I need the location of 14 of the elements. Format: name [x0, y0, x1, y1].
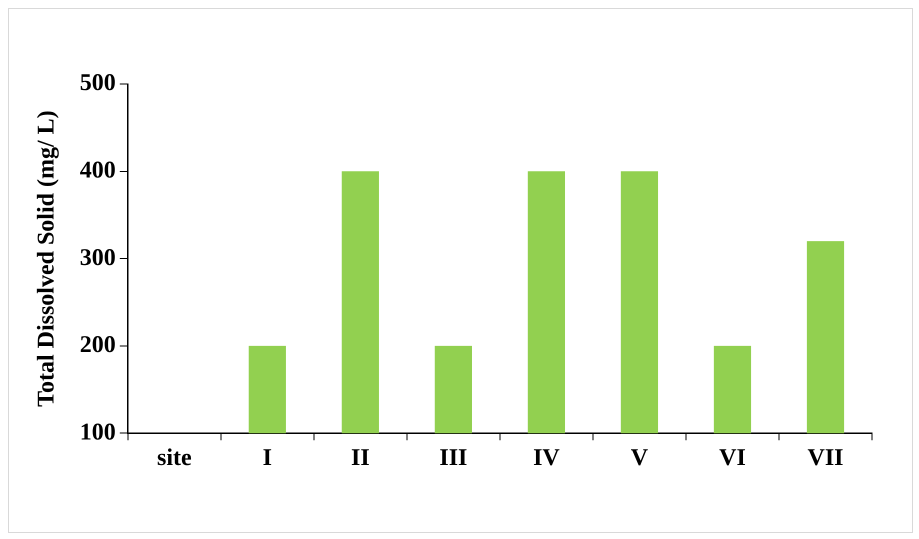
x-tick-label: site [156, 444, 192, 471]
y-tick-label: 200 [80, 332, 116, 358]
x-tick-label: VII [807, 444, 844, 471]
x-tick-label: I [262, 444, 272, 471]
y-tick-label: 300 [80, 244, 116, 271]
x-tick-label: III [439, 444, 468, 471]
y-axis-title: Total Dissolved Solid (mg/ L) [34, 110, 60, 407]
x-tick-label: II [351, 444, 370, 471]
x-tick-label: IV [533, 444, 560, 471]
y-tick-label: 400 [80, 158, 116, 184]
x-tick-label: V [630, 444, 649, 471]
y-tick-label: 100 [80, 419, 116, 446]
y-tick-label: 500 [80, 70, 116, 96]
x-tick-label: VI [719, 444, 746, 471]
